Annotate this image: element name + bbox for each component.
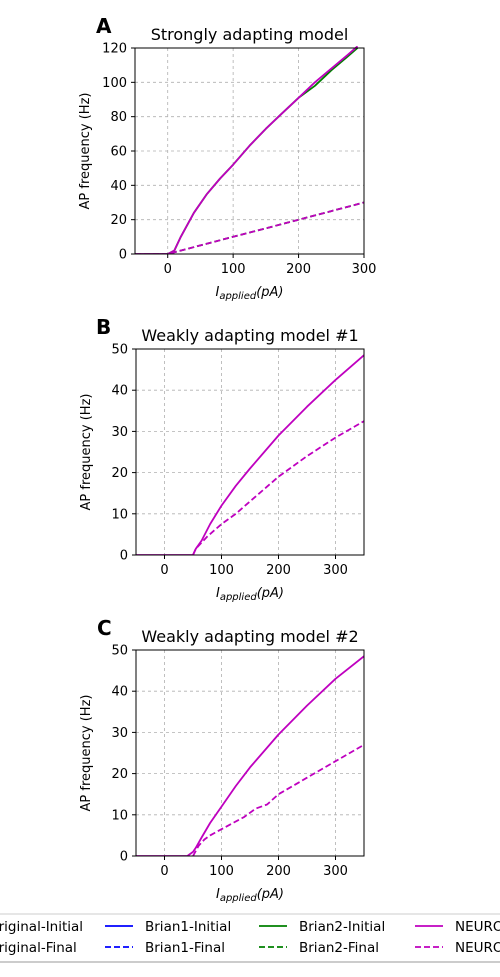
y-tick-label: 50	[111, 644, 128, 659]
x-axis-label: Iapplied(pA)	[216, 887, 284, 904]
y-tick-label: 60	[110, 145, 127, 160]
y-tick-label: 120	[102, 42, 127, 57]
y-tick-label: 50	[111, 343, 128, 358]
y-tick-label: 80	[110, 110, 127, 125]
x-axis-label-main: I	[216, 887, 220, 902]
y-tick-label: 20	[111, 767, 128, 782]
legend-label: Brian2-Final	[299, 940, 379, 956]
series-line-brian2-initial	[135, 47, 359, 254]
axes-frame	[135, 649, 365, 857]
y-tick-label: 10	[111, 507, 128, 522]
x-tick-label: 300	[323, 563, 348, 578]
x-axis-label-unit: (pA)	[257, 586, 284, 601]
x-tick-label: 100	[209, 864, 234, 879]
y-axis-label: AP frequency (Hz)	[79, 394, 94, 511]
y-tick-label: 20	[111, 466, 128, 481]
x-axis-label: Iapplied(pA)	[216, 586, 284, 603]
series-group	[136, 354, 364, 555]
x-tick-label: 300	[352, 262, 377, 277]
chart-panel-c: 0 100 200 300 0 10 20 30 40 50 Weakly adapting mod…	[79, 616, 365, 904]
legend-label: Brian2-Initial	[299, 919, 385, 935]
series-line-neuron-initial	[136, 655, 364, 856]
chart-title: Weakly adapting model #1	[141, 326, 358, 345]
y-tick-label: 40	[110, 179, 127, 194]
x-axis-label-unit: (pA)	[257, 887, 284, 902]
y-axis-label: AP frequency (Hz)	[79, 695, 94, 812]
series-line-neuron-final	[192, 744, 364, 856]
y-tick-label: 10	[111, 808, 128, 823]
y-axis-label: AP frequency (Hz)	[78, 93, 93, 210]
y-tick-label: 100	[102, 76, 127, 91]
y-tick-label: 0	[120, 850, 128, 865]
series-line-brian2-final	[135, 201, 364, 254]
y-tick-label: 40	[111, 685, 128, 700]
x-tick-label: 0	[160, 563, 168, 578]
y-tick-label: 20	[110, 213, 127, 228]
y-tick-label: 40	[111, 384, 128, 399]
y-tick-label: 30	[111, 726, 128, 741]
x-axis-label-sub: applied	[219, 291, 257, 302]
chart-panel-a: 0 100 200 300 0 20 40 60 80 100 120 Strongly adapti…	[78, 14, 376, 302]
x-axis-label-main: I	[216, 586, 220, 601]
x-axis-label-sub: applied	[220, 893, 258, 904]
series-line-neuron-initial	[135, 46, 359, 254]
series-line-neuron-final	[135, 201, 364, 254]
chart-title: Strongly adapting model	[151, 25, 349, 44]
x-axis-label-sub: applied	[220, 592, 258, 603]
x-tick-label: 300	[323, 864, 348, 879]
legend-label: Brian1-Initial	[145, 919, 231, 935]
legend-label: NEURON-Final	[455, 940, 500, 956]
x-tick-label: 100	[209, 563, 234, 578]
series-line-neuron-final	[192, 420, 364, 555]
x-axis-label: Iapplied(pA)	[215, 285, 283, 302]
panel-letter: A	[96, 14, 112, 38]
panel-letter: C	[97, 616, 112, 640]
chart-title: Weakly adapting model #2	[141, 627, 358, 646]
legend-label: Brian1-Final	[145, 940, 225, 956]
chart-panel-b: 0 100 200 300 0 10 20 30 40 50 Weakly adapting mod…	[79, 315, 365, 603]
x-axis-label-unit: (pA)	[256, 285, 283, 300]
y-tick-label: 0	[119, 248, 127, 263]
x-tick-label: 200	[266, 864, 291, 879]
y-tick-label: 0	[120, 549, 128, 564]
x-tick-label: 0	[160, 864, 168, 879]
series-group	[135, 46, 364, 254]
x-tick-label: 200	[266, 563, 291, 578]
x-tick-label: 200	[286, 262, 311, 277]
series-line-neuron-initial	[136, 354, 364, 555]
legend-label: NEURON-Initial	[455, 919, 500, 935]
x-axis-label-main: I	[215, 285, 219, 300]
axes-frame	[135, 348, 365, 556]
panel-letter: B	[96, 315, 111, 339]
y-tick-label: 30	[111, 425, 128, 440]
series-group	[136, 655, 364, 856]
x-tick-label: 100	[221, 262, 246, 277]
x-tick-label: 0	[164, 262, 172, 277]
